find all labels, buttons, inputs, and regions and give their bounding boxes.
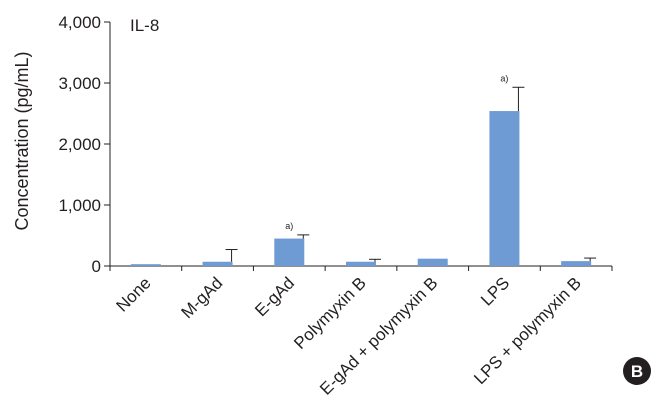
category-label: E-gAd + polymyxin B xyxy=(316,273,441,398)
bar xyxy=(489,111,520,266)
y-tick-label: 0 xyxy=(92,257,101,276)
y-tick-label: 2,000 xyxy=(58,135,101,154)
bar xyxy=(274,238,305,266)
bar xyxy=(561,261,592,266)
bar xyxy=(417,258,448,266)
bar xyxy=(130,264,161,266)
category-label: E-gAd xyxy=(251,273,298,320)
y-tick-label: 3,000 xyxy=(58,74,101,93)
axes xyxy=(104,21,613,271)
y-tick-label: 4,000 xyxy=(58,13,101,32)
bars xyxy=(130,86,597,266)
panel-label: B xyxy=(631,362,643,381)
significance-label: a) xyxy=(500,73,508,83)
y-tick-label: 1,000 xyxy=(58,196,101,215)
y-axis-title: Concentration (pg/mL) xyxy=(12,51,32,230)
chart-title: IL-8 xyxy=(130,16,159,35)
category-label: LPS xyxy=(477,273,513,309)
bar xyxy=(202,261,233,266)
bar xyxy=(346,261,376,266)
category-label: None xyxy=(113,273,155,315)
category-label: Polymyxin B xyxy=(290,273,370,353)
significance-label: a) xyxy=(285,221,293,231)
category-label: M-gAd xyxy=(178,273,227,322)
panel-badge xyxy=(623,357,651,385)
